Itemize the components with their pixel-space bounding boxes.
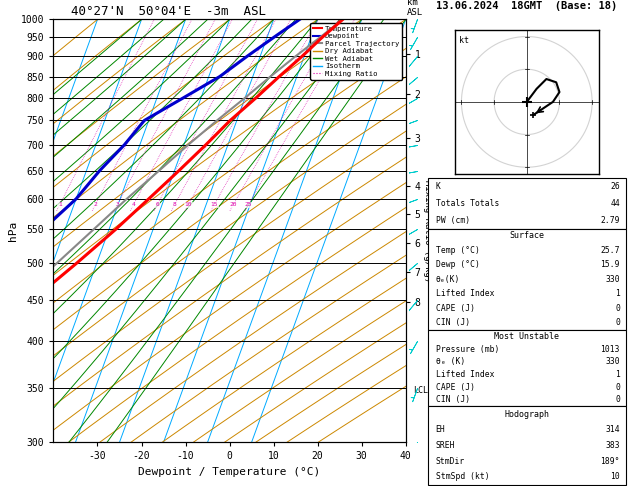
Text: Totals Totals: Totals Totals: [436, 199, 499, 208]
Text: CAPE (J): CAPE (J): [436, 383, 475, 392]
Bar: [428, 330, 626, 406]
Text: PW (cm): PW (cm): [436, 216, 470, 225]
Text: 314: 314: [605, 425, 620, 434]
Text: 15.9: 15.9: [601, 260, 620, 269]
Text: Lifted Index: Lifted Index: [436, 290, 494, 298]
Y-axis label: hPa: hPa: [8, 221, 18, 241]
Text: 20: 20: [230, 202, 237, 207]
Text: 3: 3: [116, 202, 120, 207]
Text: StmDir: StmDir: [436, 456, 465, 466]
Text: 15: 15: [211, 202, 218, 207]
Text: 2.79: 2.79: [601, 216, 620, 225]
Text: 10: 10: [610, 472, 620, 481]
Text: θₑ(K): θₑ(K): [436, 275, 460, 284]
Text: EH: EH: [436, 425, 445, 434]
Bar: [428, 229, 626, 330]
Text: 1013: 1013: [601, 345, 620, 354]
Text: 330: 330: [605, 275, 620, 284]
Text: Surface: Surface: [509, 231, 544, 241]
Text: Most Unstable: Most Unstable: [494, 332, 559, 341]
Text: 13.06.2024  18GMT  (Base: 18): 13.06.2024 18GMT (Base: 18): [436, 1, 618, 11]
Text: 40°27'N  50°04'E  -3m  ASL: 40°27'N 50°04'E -3m ASL: [71, 5, 266, 18]
Text: km
ASL: km ASL: [407, 0, 423, 17]
Text: 4: 4: [131, 202, 135, 207]
Text: 25.7: 25.7: [601, 246, 620, 255]
Text: 1: 1: [615, 370, 620, 379]
Text: 44: 44: [610, 199, 620, 208]
Legend: Temperature, Dewpoint, Parcel Trajectory, Dry Adiabat, Wet Adiabat, Isotherm, Mi: Temperature, Dewpoint, Parcel Trajectory…: [310, 23, 402, 80]
Text: 10: 10: [185, 202, 192, 207]
Text: Temp (°C): Temp (°C): [436, 246, 479, 255]
Text: 0: 0: [615, 318, 620, 328]
Text: Lifted Index: Lifted Index: [436, 370, 494, 379]
Text: 1: 1: [615, 290, 620, 298]
Text: K: K: [436, 182, 440, 191]
Text: CIN (J): CIN (J): [436, 318, 470, 328]
Text: StmSpd (kt): StmSpd (kt): [436, 472, 489, 481]
Bar: [428, 178, 626, 229]
Text: 2: 2: [94, 202, 97, 207]
Text: Hodograph: Hodograph: [504, 410, 549, 418]
Text: 8: 8: [173, 202, 176, 207]
Text: 25: 25: [245, 202, 252, 207]
Text: LCL: LCL: [413, 385, 428, 395]
Text: 330: 330: [605, 357, 620, 366]
Bar: [428, 406, 626, 485]
Text: 383: 383: [605, 441, 620, 450]
Text: CAPE (J): CAPE (J): [436, 304, 475, 313]
Text: CIN (J): CIN (J): [436, 396, 470, 404]
Text: θₑ (K): θₑ (K): [436, 357, 465, 366]
Text: 0: 0: [615, 383, 620, 392]
Text: 189°: 189°: [601, 456, 620, 466]
Text: 6: 6: [155, 202, 159, 207]
Text: 1: 1: [58, 202, 62, 207]
Y-axis label: Mixing Ratio (g/kg): Mixing Ratio (g/kg): [423, 180, 431, 282]
Text: 0: 0: [615, 396, 620, 404]
Text: 0: 0: [615, 304, 620, 313]
X-axis label: Dewpoint / Temperature (°C): Dewpoint / Temperature (°C): [138, 467, 321, 477]
Text: Pressure (mb): Pressure (mb): [436, 345, 499, 354]
Text: 26: 26: [610, 182, 620, 191]
Text: Dewp (°C): Dewp (°C): [436, 260, 479, 269]
Text: SREH: SREH: [436, 441, 455, 450]
